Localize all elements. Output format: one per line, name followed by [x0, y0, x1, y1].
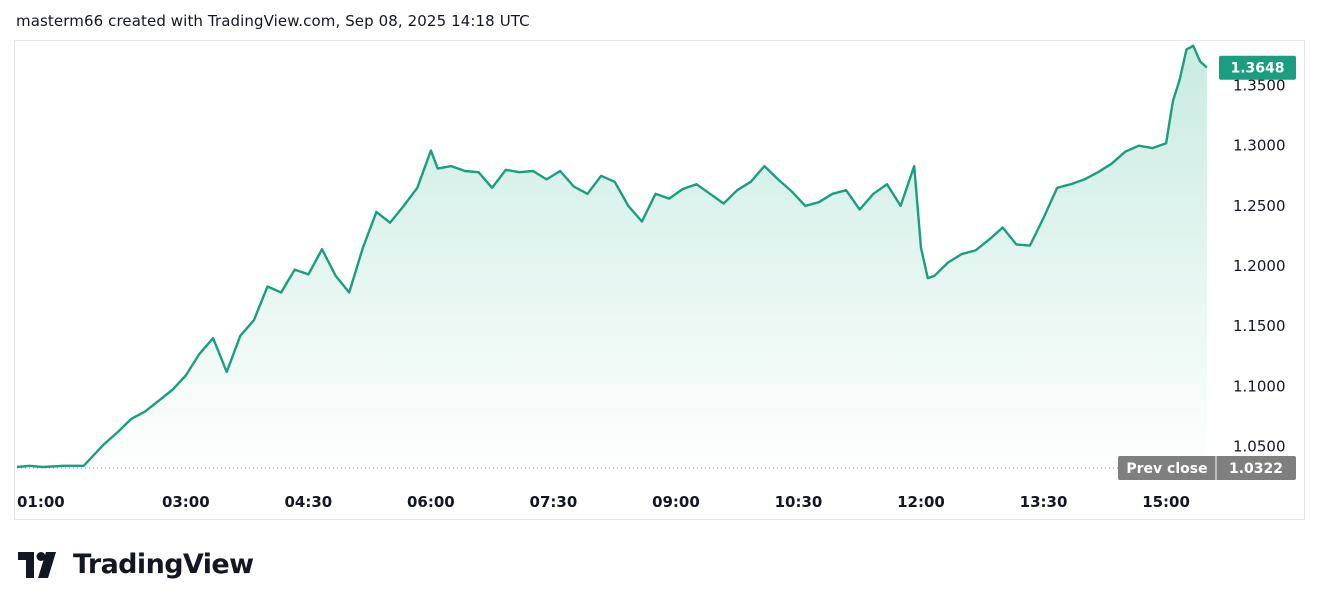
last-price-value: 1.3648 — [1230, 61, 1284, 77]
price-chart[interactable]: 1.0500 1.1000 1.1500 1.2000 1.2500 1.3000 1.35… — [15, 41, 1306, 521]
x-tick-label: 04:30 — [284, 493, 332, 511]
x-tick-label: 12:00 — [897, 493, 945, 511]
y-tick-label: 1.2500 — [1233, 197, 1286, 215]
x-tick-label: 09:00 — [652, 493, 700, 511]
x-tick-label: 03:00 — [162, 493, 210, 511]
price-line — [16, 44, 1208, 469]
x-tick-label: 15:00 — [1142, 493, 1190, 511]
x-tick-label: 10:30 — [775, 493, 823, 511]
y-tick-label: 1.2000 — [1233, 257, 1286, 275]
y-tick-label: 1.1500 — [1233, 317, 1286, 335]
tradingview-logo-icon — [18, 551, 56, 578]
x-tick-label: 07:30 — [530, 493, 578, 511]
prev-close-label: Prev close — [1126, 461, 1207, 477]
brand-name: TradingView — [73, 549, 254, 580]
chart-frame[interactable]: 1.0500 1.1000 1.1500 1.2000 1.2500 1.3000 1.35… — [14, 40, 1305, 520]
brand: TradingView — [18, 549, 254, 580]
y-tick-label: 1.3500 — [1233, 77, 1286, 95]
x-tick-label: 13:30 — [1020, 493, 1068, 511]
x-tick-label: 06:00 — [407, 493, 455, 511]
price-area-fill — [17, 45, 1207, 474]
x-axis: 01:00 03:00 04:30 06:00 07:30 09:00 10:30 12:00… — [17, 493, 1190, 511]
prev-close-badge: Prev close 1.0322 — [1118, 455, 1296, 480]
y-tick-label: 1.1000 — [1233, 377, 1286, 395]
x-tick-label: 01:00 — [17, 493, 65, 511]
y-tick-label: 1.3000 — [1233, 137, 1286, 155]
chart-caption: masterm66 created with TradingView.com, … — [16, 12, 530, 30]
y-axis: 1.0500 1.1000 1.1500 1.2000 1.2500 1.3000 1.35… — [1233, 77, 1286, 456]
y-tick-label: 1.0500 — [1233, 438, 1286, 456]
last-price-badge: 1.3648 — [1219, 55, 1296, 80]
prev-close-value: 1.0322 — [1229, 461, 1283, 477]
